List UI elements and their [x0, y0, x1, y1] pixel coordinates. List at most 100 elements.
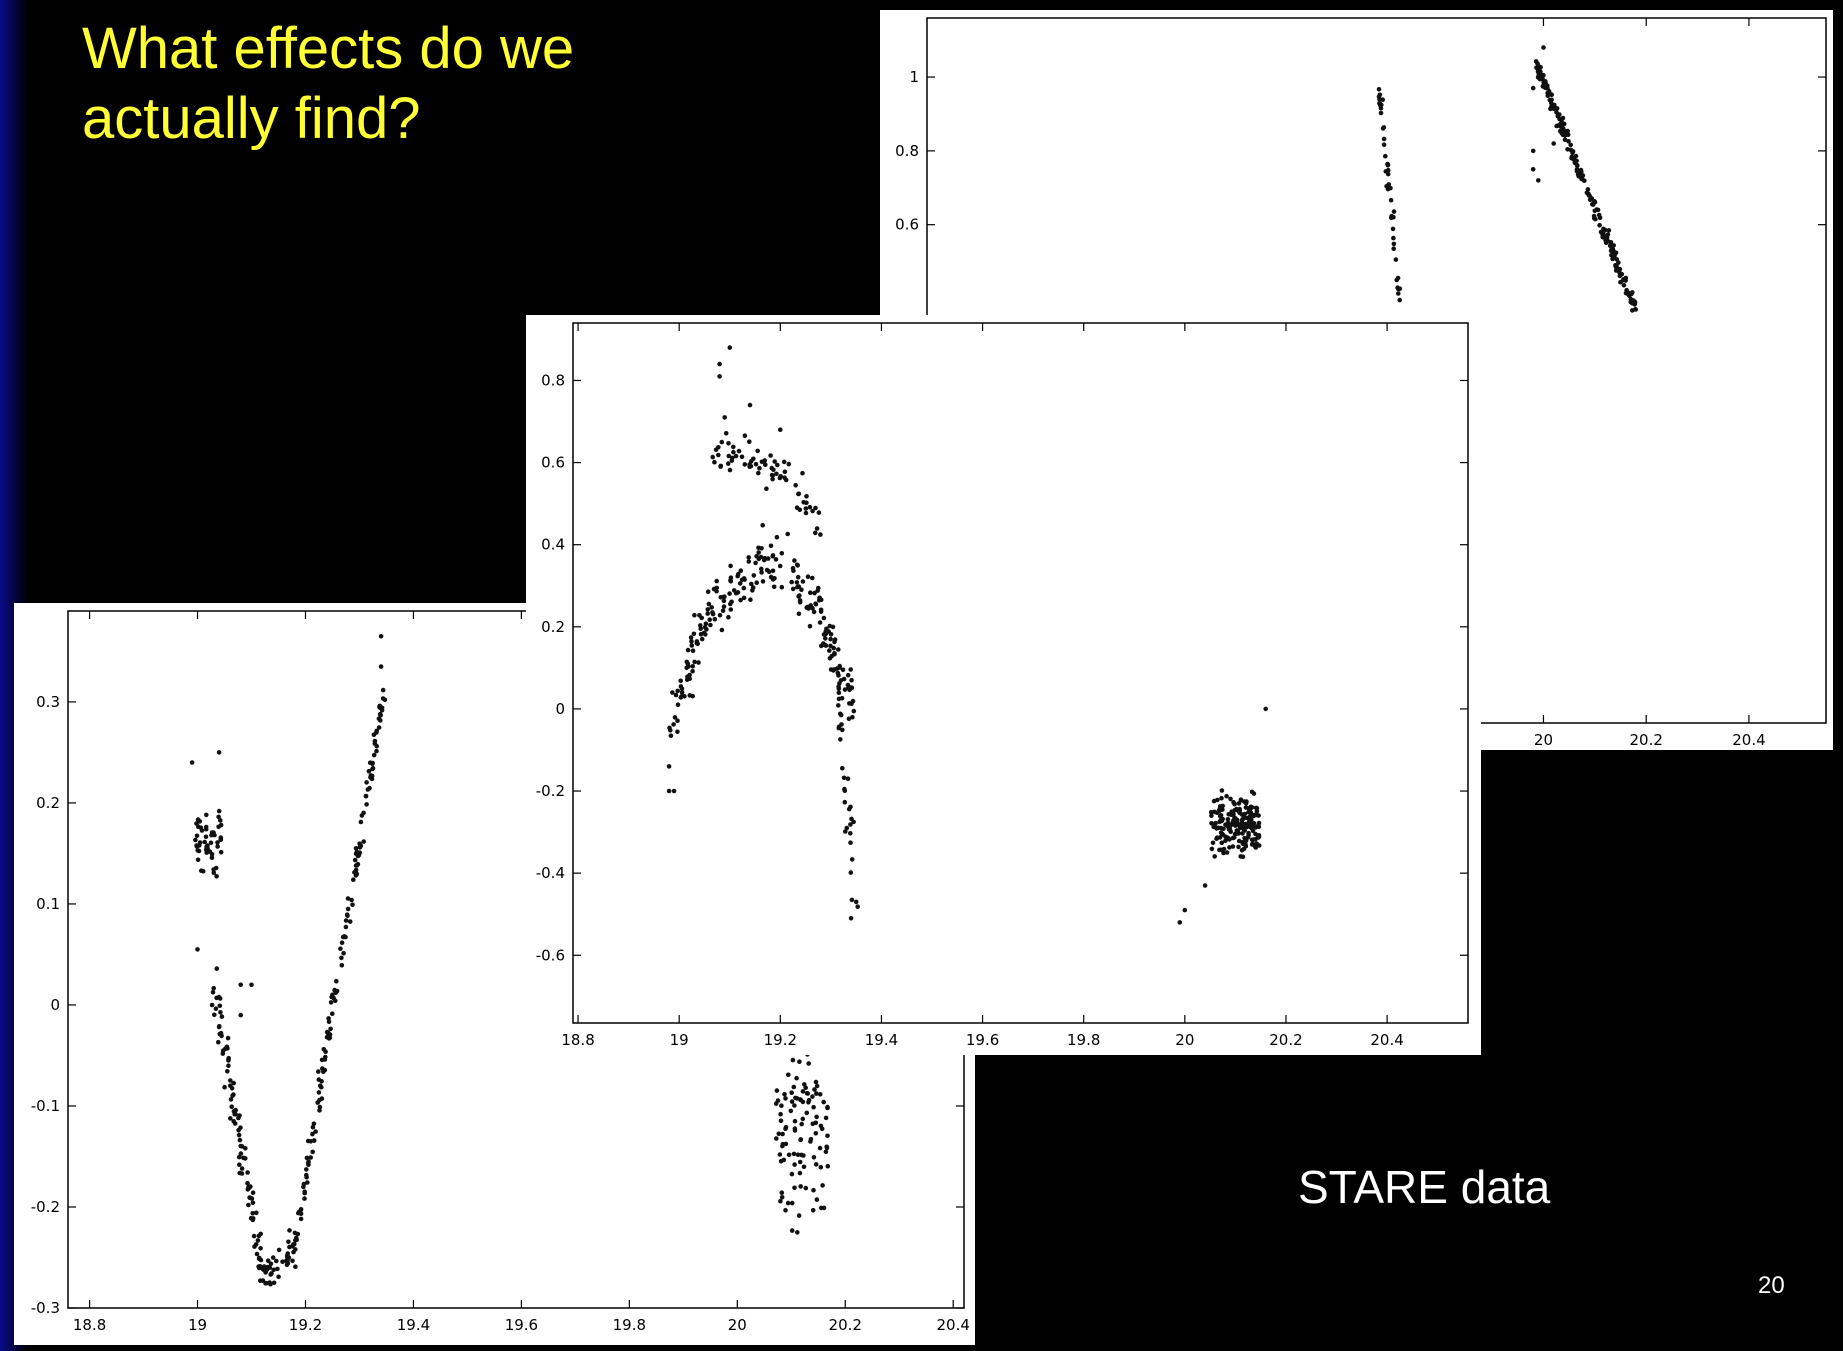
data-point	[1256, 834, 1262, 839]
x-tick-label-front: 19.6	[966, 1031, 999, 1049]
data-point	[302, 1190, 308, 1196]
data-point	[810, 1208, 816, 1213]
data-point	[712, 459, 717, 465]
data-point	[1236, 838, 1242, 844]
data-point	[217, 1024, 222, 1029]
data-point	[1237, 810, 1242, 816]
y-tick-label-left: -0.3	[31, 1299, 60, 1317]
data-point	[779, 1190, 785, 1195]
data-point	[801, 1153, 806, 1158]
data-point	[1621, 277, 1626, 283]
data-point	[217, 1003, 223, 1009]
data-point	[727, 467, 733, 473]
data-point	[721, 594, 726, 600]
data-point	[1623, 290, 1629, 296]
caption-text: STARE data	[1298, 1161, 1551, 1213]
data-point	[229, 1086, 235, 1091]
data-point	[1240, 817, 1245, 822]
data-point	[357, 845, 363, 850]
data-point	[371, 752, 377, 758]
data-point	[247, 1195, 252, 1200]
data-point	[823, 1149, 829, 1155]
data-point	[736, 448, 742, 454]
data-point	[214, 874, 219, 879]
data-point	[709, 605, 714, 610]
data-point	[209, 1002, 215, 1008]
data-point	[250, 1211, 255, 1216]
data-point	[1541, 45, 1546, 50]
x-tick-label-left: 18.8	[73, 1316, 106, 1334]
data-point	[770, 577, 776, 582]
data-point	[849, 677, 854, 683]
data-point	[746, 555, 751, 560]
data-point	[1224, 793, 1229, 799]
data-point	[334, 978, 339, 984]
data-point	[774, 534, 780, 540]
data-point	[685, 647, 691, 653]
data-point	[842, 799, 848, 805]
data-point	[853, 899, 859, 905]
data-point	[1231, 800, 1236, 805]
data-point	[804, 494, 809, 499]
data-point	[1216, 825, 1221, 831]
y-tick-label-front: 0.8	[541, 371, 565, 389]
data-point	[737, 581, 743, 586]
data-point	[756, 550, 761, 555]
scatter-plot-front-svg: 18.8 19 19.2 19.4 19.6 19.8 20 20.2 20.4 -0.6 -0.4…	[536, 322, 1469, 1049]
data-point	[248, 1215, 254, 1221]
data-point	[365, 787, 371, 792]
data-point	[1385, 167, 1391, 173]
data-point	[339, 955, 344, 961]
data-point	[1554, 109, 1559, 115]
data-point	[773, 557, 779, 562]
data-point	[845, 672, 851, 678]
data-point	[363, 793, 369, 799]
data-point	[811, 609, 817, 615]
data-point	[1391, 209, 1397, 214]
data-point	[803, 510, 809, 516]
y-tick-label-back: 1	[909, 68, 919, 86]
data-point	[750, 585, 756, 590]
data-point	[708, 622, 713, 628]
data-point	[673, 692, 679, 698]
data-point	[731, 444, 736, 450]
data-point	[380, 687, 386, 693]
data-point	[1391, 241, 1397, 247]
data-point	[728, 601, 733, 607]
data-point	[352, 857, 358, 863]
data-point	[292, 1230, 298, 1236]
data-point	[218, 822, 224, 828]
data-point	[828, 636, 833, 642]
data-point	[1219, 788, 1225, 793]
data-point	[814, 1197, 820, 1202]
data-point	[781, 459, 787, 465]
data-point	[228, 1116, 233, 1121]
x-tick-label-front: 19.2	[764, 1031, 797, 1049]
data-point	[747, 439, 752, 444]
data-point	[218, 1010, 223, 1015]
data-point	[308, 1155, 314, 1160]
data-point	[293, 1264, 298, 1269]
data-point	[1251, 837, 1256, 842]
data-point	[794, 1075, 799, 1081]
data-point	[842, 687, 848, 692]
data-point	[319, 1096, 325, 1101]
data-point	[792, 1128, 798, 1133]
data-point	[1242, 828, 1247, 833]
data-point	[250, 1190, 256, 1195]
data-point	[848, 822, 853, 827]
data-point	[817, 1092, 823, 1097]
data-point	[1574, 168, 1580, 174]
data-point	[286, 1239, 291, 1245]
data-point	[310, 1131, 315, 1137]
data-point	[310, 1149, 316, 1155]
data-point	[794, 580, 800, 585]
data-point	[756, 470, 761, 476]
data-point	[231, 1080, 236, 1086]
data-point	[776, 1131, 782, 1137]
data-point	[1220, 832, 1226, 837]
data-point	[354, 863, 360, 868]
x-tick-label-front: 19	[670, 1031, 689, 1049]
data-point	[807, 623, 813, 629]
data-point	[840, 667, 846, 673]
